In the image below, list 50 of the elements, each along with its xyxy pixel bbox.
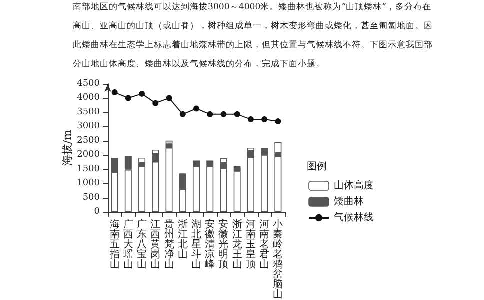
bar bbox=[274, 156, 282, 212]
y-tick-label: 0 bbox=[94, 207, 100, 217]
x-tick-label: 河南玉皇顶 bbox=[246, 218, 256, 270]
x-tick-label: 海南五指山 bbox=[108, 218, 120, 270]
x-tick-label: 湖北星斗山 bbox=[192, 218, 202, 270]
text: 南部地区的气候林线可以达到海拔3000～4000米。矮曲林也被称为“山顶矮林”，多分布在 bbox=[73, 2, 432, 12]
legend-label: 气候林线 bbox=[334, 212, 374, 224]
point bbox=[262, 116, 268, 123]
bar bbox=[274, 142, 282, 154]
text: 分山地山体高度、矮曲林以及气候林线的分布，完成下面小题。 bbox=[73, 58, 325, 70]
point bbox=[248, 116, 254, 123]
y-tick-label: 2500 bbox=[77, 136, 100, 146]
x-tick-label: 安徽光明顶 bbox=[218, 218, 229, 270]
y-tick-label: 500 bbox=[82, 192, 100, 203]
x-tick-label: 安徽清凉峰 bbox=[205, 218, 216, 270]
x-tick-label: 江西黄岗山 bbox=[150, 218, 161, 270]
x-tick-label: 河南老君山 bbox=[260, 218, 270, 270]
x-tick-label: 浙江龙王山 bbox=[232, 218, 242, 270]
x-tick-label: 贵州梵净山 bbox=[164, 218, 174, 270]
legend-label: 矮曲林 bbox=[334, 196, 364, 208]
point bbox=[220, 111, 227, 118]
bar bbox=[138, 166, 146, 212]
point bbox=[275, 118, 282, 125]
point bbox=[166, 95, 172, 102]
x-tick-label: 浙江北山 bbox=[178, 218, 188, 260]
text: 高山、亚高山的山顶（或山脊），树种组成单一，树木变形弯曲或矮化，甚至匍匐地面。因 bbox=[73, 20, 433, 32]
y-tick-label: 1000 bbox=[77, 178, 100, 189]
y-tick-label: 4000 bbox=[77, 93, 100, 104]
point bbox=[139, 90, 146, 97]
point bbox=[180, 111, 186, 118]
point bbox=[125, 95, 132, 102]
point bbox=[152, 100, 159, 106]
y-tick-label: 2000 bbox=[77, 150, 100, 160]
bar bbox=[138, 158, 146, 164]
y-tick-label: 1500 bbox=[77, 164, 100, 174]
text: 此矮曲林在生态学上标志着山地森林带的上限，但其位置与气候林线不符。下图示意我国部 bbox=[73, 40, 433, 50]
x-tick-label: 广西大瑶山 bbox=[123, 218, 134, 270]
point bbox=[234, 111, 240, 118]
y-axis-title: 海拔/m bbox=[61, 129, 74, 166]
y-tick-label: 4500 bbox=[77, 79, 100, 89]
point bbox=[194, 106, 200, 112]
x-tick-label: 广东八宝山 bbox=[137, 218, 148, 270]
legend-title: 图例 bbox=[307, 162, 327, 172]
point bbox=[207, 111, 214, 118]
y-tick-label: 3000 bbox=[77, 122, 100, 132]
point bbox=[112, 90, 118, 96]
legend-label: 山体高度 bbox=[334, 180, 374, 192]
y-tick-label: 3500 bbox=[77, 107, 100, 118]
x-tick-label: 小秦岭老鸦岔脑山 bbox=[273, 218, 284, 300]
bar bbox=[166, 140, 173, 144]
